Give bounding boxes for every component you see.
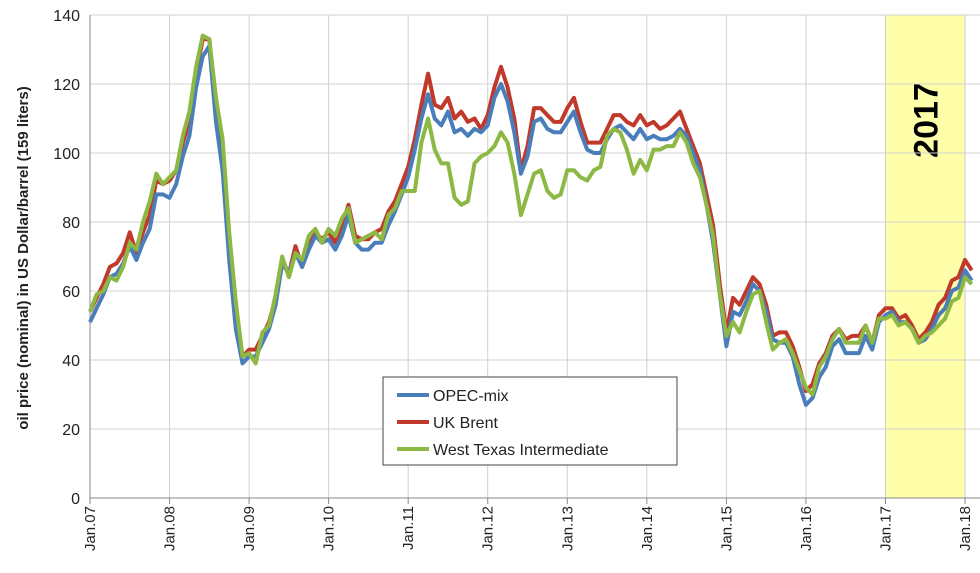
legend-label: OPEC-mix bbox=[433, 388, 509, 405]
x-tick-label: Jan.14 bbox=[639, 506, 656, 551]
y-tick-label: 20 bbox=[62, 422, 80, 439]
y-tick-label: 100 bbox=[53, 146, 80, 163]
x-tick-label: Jan.18 bbox=[957, 506, 974, 551]
y-tick-label: 80 bbox=[62, 215, 80, 232]
y-tick-label: 0 bbox=[71, 491, 80, 508]
x-tick-label: Jan.12 bbox=[480, 506, 497, 551]
x-tick-label: Jan.13 bbox=[559, 506, 576, 551]
y-tick-label: 120 bbox=[53, 77, 80, 94]
y-tick-label: 60 bbox=[62, 284, 80, 301]
x-tick-label: Jan.07 bbox=[82, 506, 99, 551]
x-tick-label: Jan.09 bbox=[241, 506, 258, 551]
x-tick-label: Jan.08 bbox=[162, 506, 179, 551]
x-tick-label: Jan.16 bbox=[798, 506, 815, 551]
y-axis-label: oil price (nominal) in US Dollar/barrel … bbox=[15, 86, 32, 429]
line-series bbox=[88, 44, 974, 407]
x-tick-label: Jan.11 bbox=[400, 506, 417, 550]
x-tick-label: Jan.10 bbox=[321, 506, 338, 551]
annotation: 2017 bbox=[907, 82, 945, 158]
x-tick-label: Jan.17 bbox=[877, 506, 894, 551]
line-series bbox=[88, 33, 974, 397]
y-tick-label: 40 bbox=[62, 353, 80, 370]
legend-label: UK Brent bbox=[433, 415, 498, 432]
legend-box bbox=[382, 376, 678, 466]
highlight-band bbox=[884, 14, 966, 499]
x-tick-label: Jan.15 bbox=[718, 506, 735, 551]
y-tick-label: 140 bbox=[53, 8, 80, 25]
legend-label: West Texas Intermediate bbox=[433, 442, 609, 459]
